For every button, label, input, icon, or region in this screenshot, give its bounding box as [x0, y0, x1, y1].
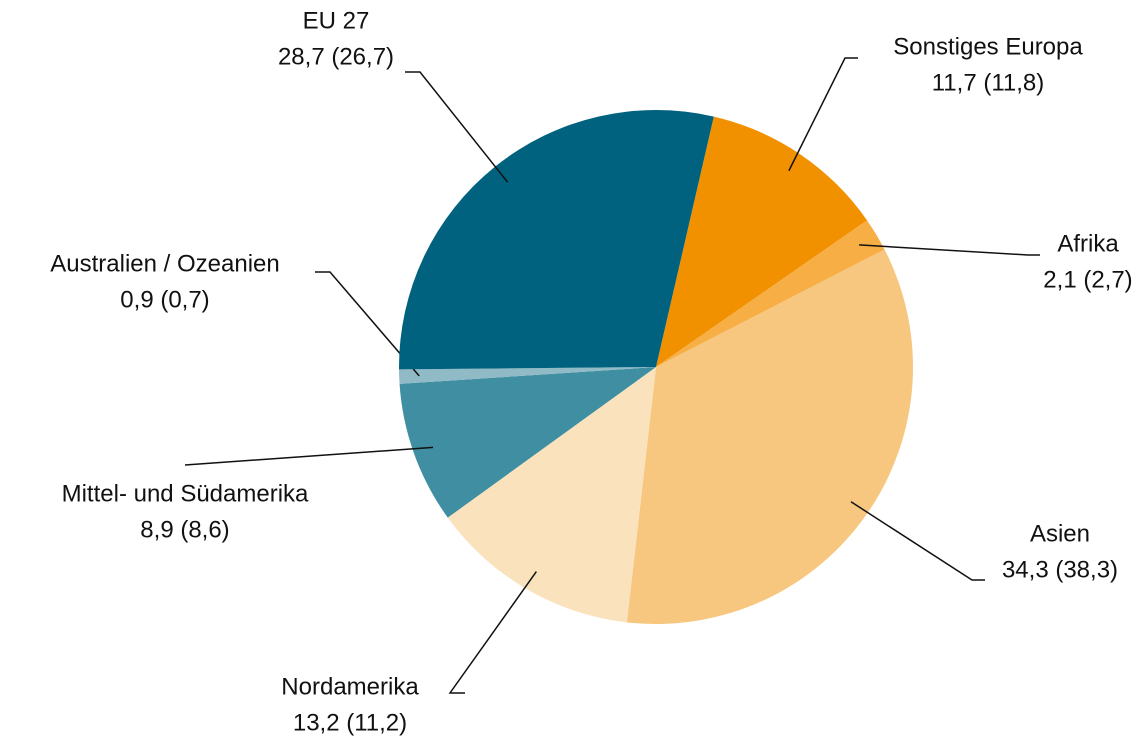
slice-label: Asien: [1030, 520, 1090, 547]
value-label: 28,7 (26,7): [278, 43, 394, 70]
leader-line: [850, 501, 985, 581]
slice-label: EU 27: [303, 7, 370, 34]
pie-slice: [447, 367, 656, 623]
slice-label: Afrika: [1057, 230, 1119, 257]
slice-label: Sonstiges Europa: [893, 33, 1083, 60]
slice-label: Nordamerika: [281, 673, 419, 700]
pie-slice: [399, 367, 656, 518]
pie-slice: [398, 109, 714, 370]
pie-slice: [399, 367, 656, 384]
slice-label: Mittel- und Südamerika: [62, 480, 309, 507]
value-label: 34,3 (38,3): [1002, 556, 1118, 583]
value-label: 13,2 (11,2): [293, 709, 407, 736]
value-label: 0,9 (0,7): [120, 286, 209, 313]
leader-line: [448, 571, 537, 694]
value-label: 8,9 (8,6): [140, 516, 229, 543]
pie-slice: [656, 220, 885, 367]
pie-slice: [656, 116, 868, 368]
value-label: 2,1 (2,7): [1043, 266, 1132, 293]
leader-line: [859, 244, 1040, 256]
leader-line: [315, 271, 420, 377]
value-label: 11,7 (11,8): [932, 69, 1045, 96]
pie-slice: [626, 249, 913, 625]
slice-label: Australien / Ozeanien: [50, 250, 279, 277]
leader-line: [184, 446, 434, 466]
leader-line: [788, 57, 858, 172]
leader-line: [405, 71, 509, 183]
